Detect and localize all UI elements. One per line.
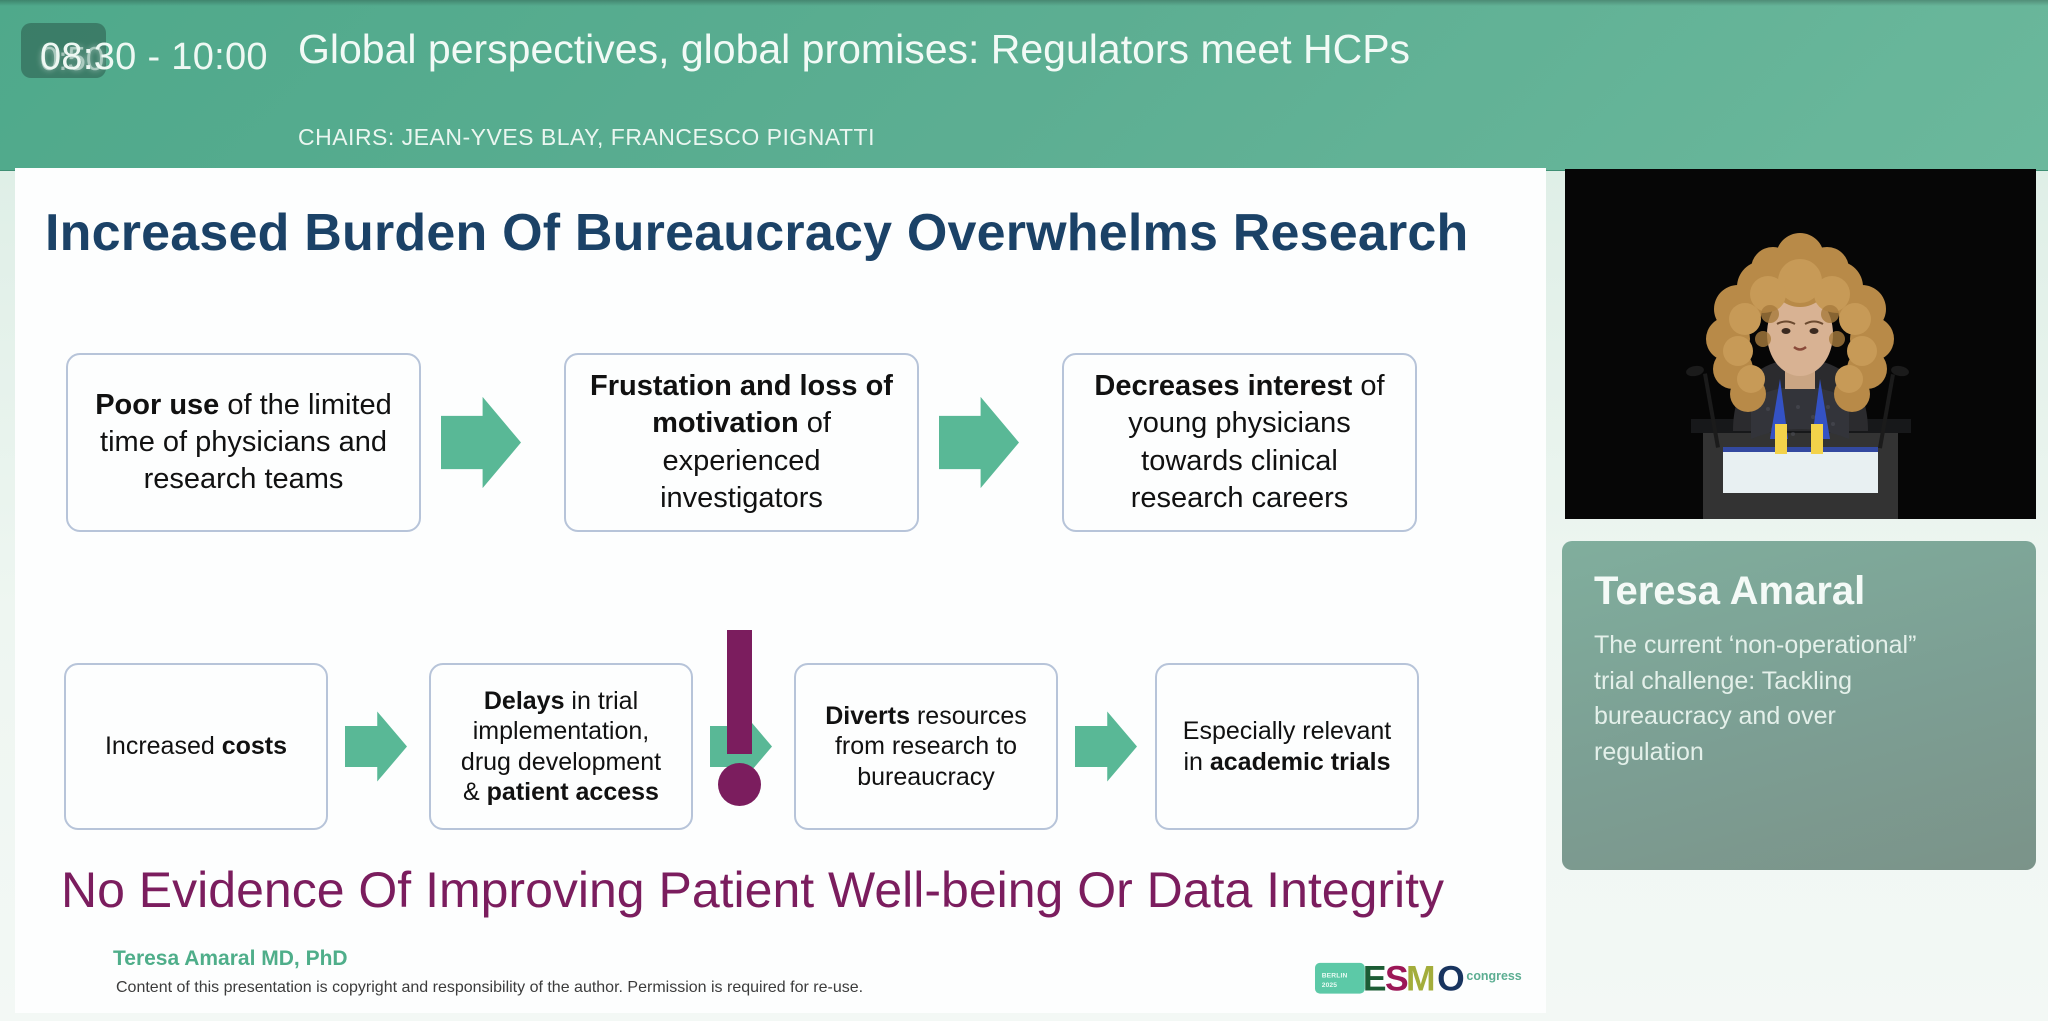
svg-text:M: M: [1406, 961, 1436, 996]
svg-text:congress: congress: [1466, 969, 1521, 983]
svg-text:S: S: [1385, 961, 1409, 996]
svg-text:E: E: [1363, 961, 1387, 996]
svg-text:2025: 2025: [1322, 982, 1338, 989]
svg-text:O: O: [1437, 961, 1465, 996]
svg-text:BERLIN: BERLIN: [1322, 972, 1348, 979]
